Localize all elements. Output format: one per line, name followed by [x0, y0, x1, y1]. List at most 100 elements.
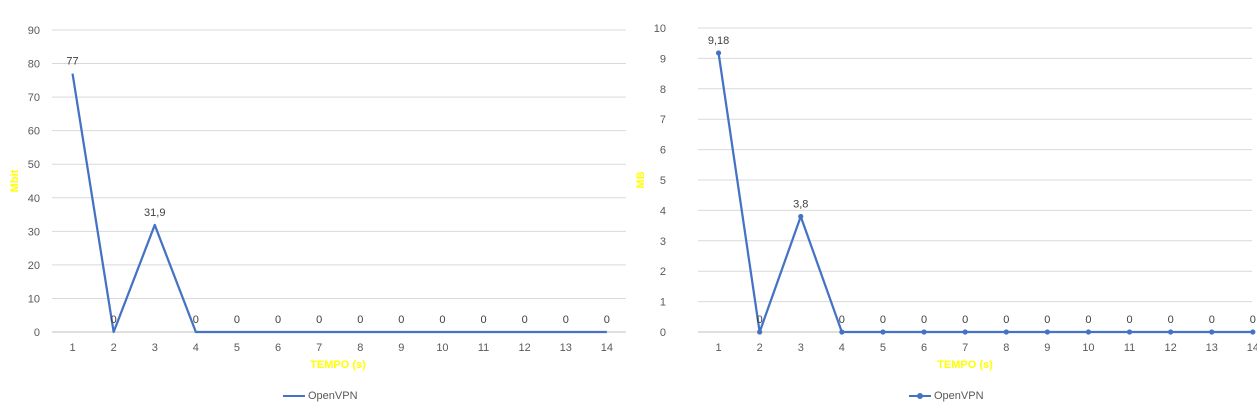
y-tick-label: 1: [660, 297, 666, 309]
y-tick-label: 50: [28, 159, 40, 171]
series-line: [717, 52, 1253, 334]
data-point: [921, 329, 927, 335]
data-label: 0: [111, 314, 117, 326]
data-point: [757, 329, 763, 335]
data-label: 0: [1003, 314, 1009, 326]
data-label: 0: [604, 314, 610, 326]
legend-line-swatch: [283, 395, 305, 397]
data-point: [880, 329, 886, 335]
y-tick-label: 40: [28, 193, 40, 205]
y-tick-label: 80: [28, 59, 40, 71]
data-label: 3,8: [793, 198, 808, 210]
y-tick-label: 3: [660, 236, 666, 248]
x-tick-label: 12: [1165, 342, 1177, 354]
x-tick-label: 9: [1044, 342, 1050, 354]
y-tick-label: 90: [28, 25, 40, 37]
data-label: 0: [1044, 314, 1050, 326]
data-label: 0: [480, 314, 486, 326]
x-tick-label: 8: [1003, 342, 1009, 354]
y-tick-label: 8: [660, 84, 666, 96]
x-tick-label: 5: [234, 342, 240, 354]
data-point: [1250, 329, 1256, 335]
data-label: 0: [522, 314, 528, 326]
data-label: 77: [66, 56, 78, 68]
x-tick-label: 2: [111, 342, 117, 354]
data-label: 0: [962, 314, 968, 326]
chart-right-legend: OpenVPN: [909, 389, 984, 403]
y-tick-label: 60: [28, 126, 40, 138]
x-tick-label: 13: [560, 342, 572, 354]
x-tick-label: 4: [193, 342, 199, 354]
data-label: 0: [439, 314, 445, 326]
x-tick-label: 5: [880, 342, 886, 354]
x-tick-label: 7: [962, 342, 968, 354]
x-axis-title: TEMPO (s): [937, 359, 993, 371]
data-label: 9,18: [708, 35, 729, 47]
x-tick-label: 9: [398, 342, 404, 354]
x-tick-label: 14: [601, 342, 613, 354]
data-point: [839, 329, 845, 335]
data-label: 0: [757, 314, 763, 326]
x-tick-label: 4: [839, 342, 845, 354]
y-tick-label: 5: [660, 175, 666, 187]
x-tick-label: 10: [436, 342, 448, 354]
x-tick-label: 11: [478, 342, 489, 354]
y-tick-label: 10: [28, 293, 40, 305]
data-label: 0: [1168, 314, 1174, 326]
data-point: [798, 213, 804, 220]
x-tick-label: 12: [519, 342, 531, 354]
data-point: [1044, 329, 1050, 335]
y-tick-label: 0: [34, 327, 40, 339]
y-tick-label: 2: [660, 266, 666, 278]
data-label: 0: [880, 314, 886, 326]
x-tick-label: 3: [798, 342, 804, 354]
x-tick-label: 1: [715, 342, 721, 354]
data-point: [1085, 329, 1092, 335]
y-axis-title: Mbit: [9, 169, 21, 192]
legend-line-marker-swatch: [909, 393, 931, 399]
data-point: [1126, 329, 1133, 335]
data-label: 0: [234, 314, 240, 326]
data-point: [1209, 329, 1215, 335]
chart-left-legend: OpenVPN: [283, 389, 358, 403]
y-tick-label: 10: [654, 23, 666, 35]
x-tick-label: 3: [152, 342, 158, 354]
x-tick-label: 8: [357, 342, 363, 354]
data-label: 0: [1085, 314, 1091, 326]
y-tick-label: 30: [28, 226, 40, 238]
x-tick-label: 6: [921, 342, 927, 354]
data-label: 0: [563, 314, 569, 326]
data-point: [962, 329, 968, 335]
x-tick-label: 11: [1124, 342, 1135, 354]
data-label: 0: [921, 314, 927, 326]
chart-left: 0 10 20 30 40 50 60 70 80 90 1 2 3 4 5 6 7 8 9 10 11 12 13 14 77…: [0, 0, 628, 416]
chart-right: 0 1 2 3 4 5 6 7 8 9 10 1 2 3 4 5 6 7 8 9 10 11 12 13 14 9,18 0 3,8 0…: [628, 0, 1257, 416]
y-tick-label: 9: [660, 53, 666, 65]
x-tick-label: 6: [275, 342, 281, 354]
y-tick-label: 20: [28, 260, 40, 272]
y-tick-label: 0: [660, 327, 666, 339]
data-label: 0: [839, 314, 845, 326]
data-label: 0: [398, 314, 404, 326]
y-tick-label: 7: [660, 114, 666, 126]
x-tick-label: 7: [316, 342, 322, 354]
x-tick-label: 14: [1247, 342, 1257, 354]
series-line: [71, 73, 607, 334]
data-point: [715, 50, 722, 56]
x-axis-title: TEMPO (s): [310, 359, 366, 371]
x-tick-label: 10: [1082, 342, 1094, 354]
data-label: 0: [357, 314, 363, 326]
legend-series-label: OpenVPN: [308, 390, 358, 402]
x-tick-label: 2: [757, 342, 763, 354]
data-label: 0: [1250, 314, 1256, 326]
y-axis-title: MB: [635, 171, 647, 188]
y-tick-label: 4: [660, 205, 666, 217]
data-point: [1003, 329, 1009, 335]
data-label: 0: [316, 314, 322, 326]
data-label: 31,9: [144, 207, 165, 219]
data-point: [1168, 329, 1174, 335]
legend-series-label: OpenVPN: [934, 390, 984, 402]
data-label: 0: [1209, 314, 1215, 326]
